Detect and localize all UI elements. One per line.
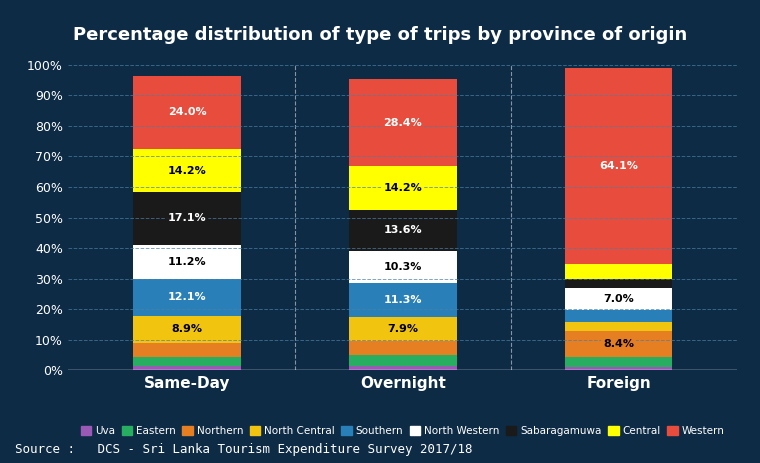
Text: 64.1%: 64.1% [599,161,638,171]
Text: 8.4%: 8.4% [603,339,634,349]
Bar [565,279,673,288]
Bar [349,283,457,317]
Text: 7.9%: 7.9% [388,324,418,334]
Bar [349,166,457,210]
Bar [349,251,457,283]
Text: 11.2%: 11.2% [168,257,207,267]
Bar [565,264,673,279]
Bar [349,80,457,166]
Text: 14.2%: 14.2% [168,166,207,175]
Bar [565,68,673,264]
Bar [349,355,457,366]
Text: 7.0%: 7.0% [603,294,634,304]
Bar [133,192,241,244]
Legend: Uva, Eastern, Northern, North Central, Southern, North Western, Sabaragamuwa, Ce: Uva, Eastern, Northern, North Central, S… [77,421,729,440]
Bar [133,279,241,316]
Bar [133,75,241,149]
Bar [349,210,457,251]
Text: 17.1%: 17.1% [168,213,207,223]
Bar [133,149,241,192]
Bar [565,288,673,310]
Bar [133,244,241,279]
Bar [133,366,241,370]
Bar [133,343,241,357]
Bar [349,341,457,355]
Text: Percentage distribution of type of trips by province of origin: Percentage distribution of type of trips… [73,26,687,44]
Bar [565,357,673,367]
Text: 10.3%: 10.3% [384,262,422,272]
Bar [349,366,457,370]
Text: Source :   DCS - Sri Lanka Tourism Expenditure Survey 2017/18: Source : DCS - Sri Lanka Tourism Expendi… [15,443,473,456]
Bar [133,357,241,366]
Text: 12.1%: 12.1% [168,292,207,302]
Text: 24.0%: 24.0% [168,107,207,117]
Bar [133,316,241,343]
Bar [565,310,673,322]
Text: 14.2%: 14.2% [384,183,422,193]
Text: 8.9%: 8.9% [172,324,203,334]
Text: 28.4%: 28.4% [384,118,422,128]
Bar [565,367,673,370]
Bar [565,331,673,357]
Text: 13.6%: 13.6% [384,225,422,236]
Bar [565,322,673,331]
Bar [349,317,457,341]
Text: 11.3%: 11.3% [384,295,422,305]
